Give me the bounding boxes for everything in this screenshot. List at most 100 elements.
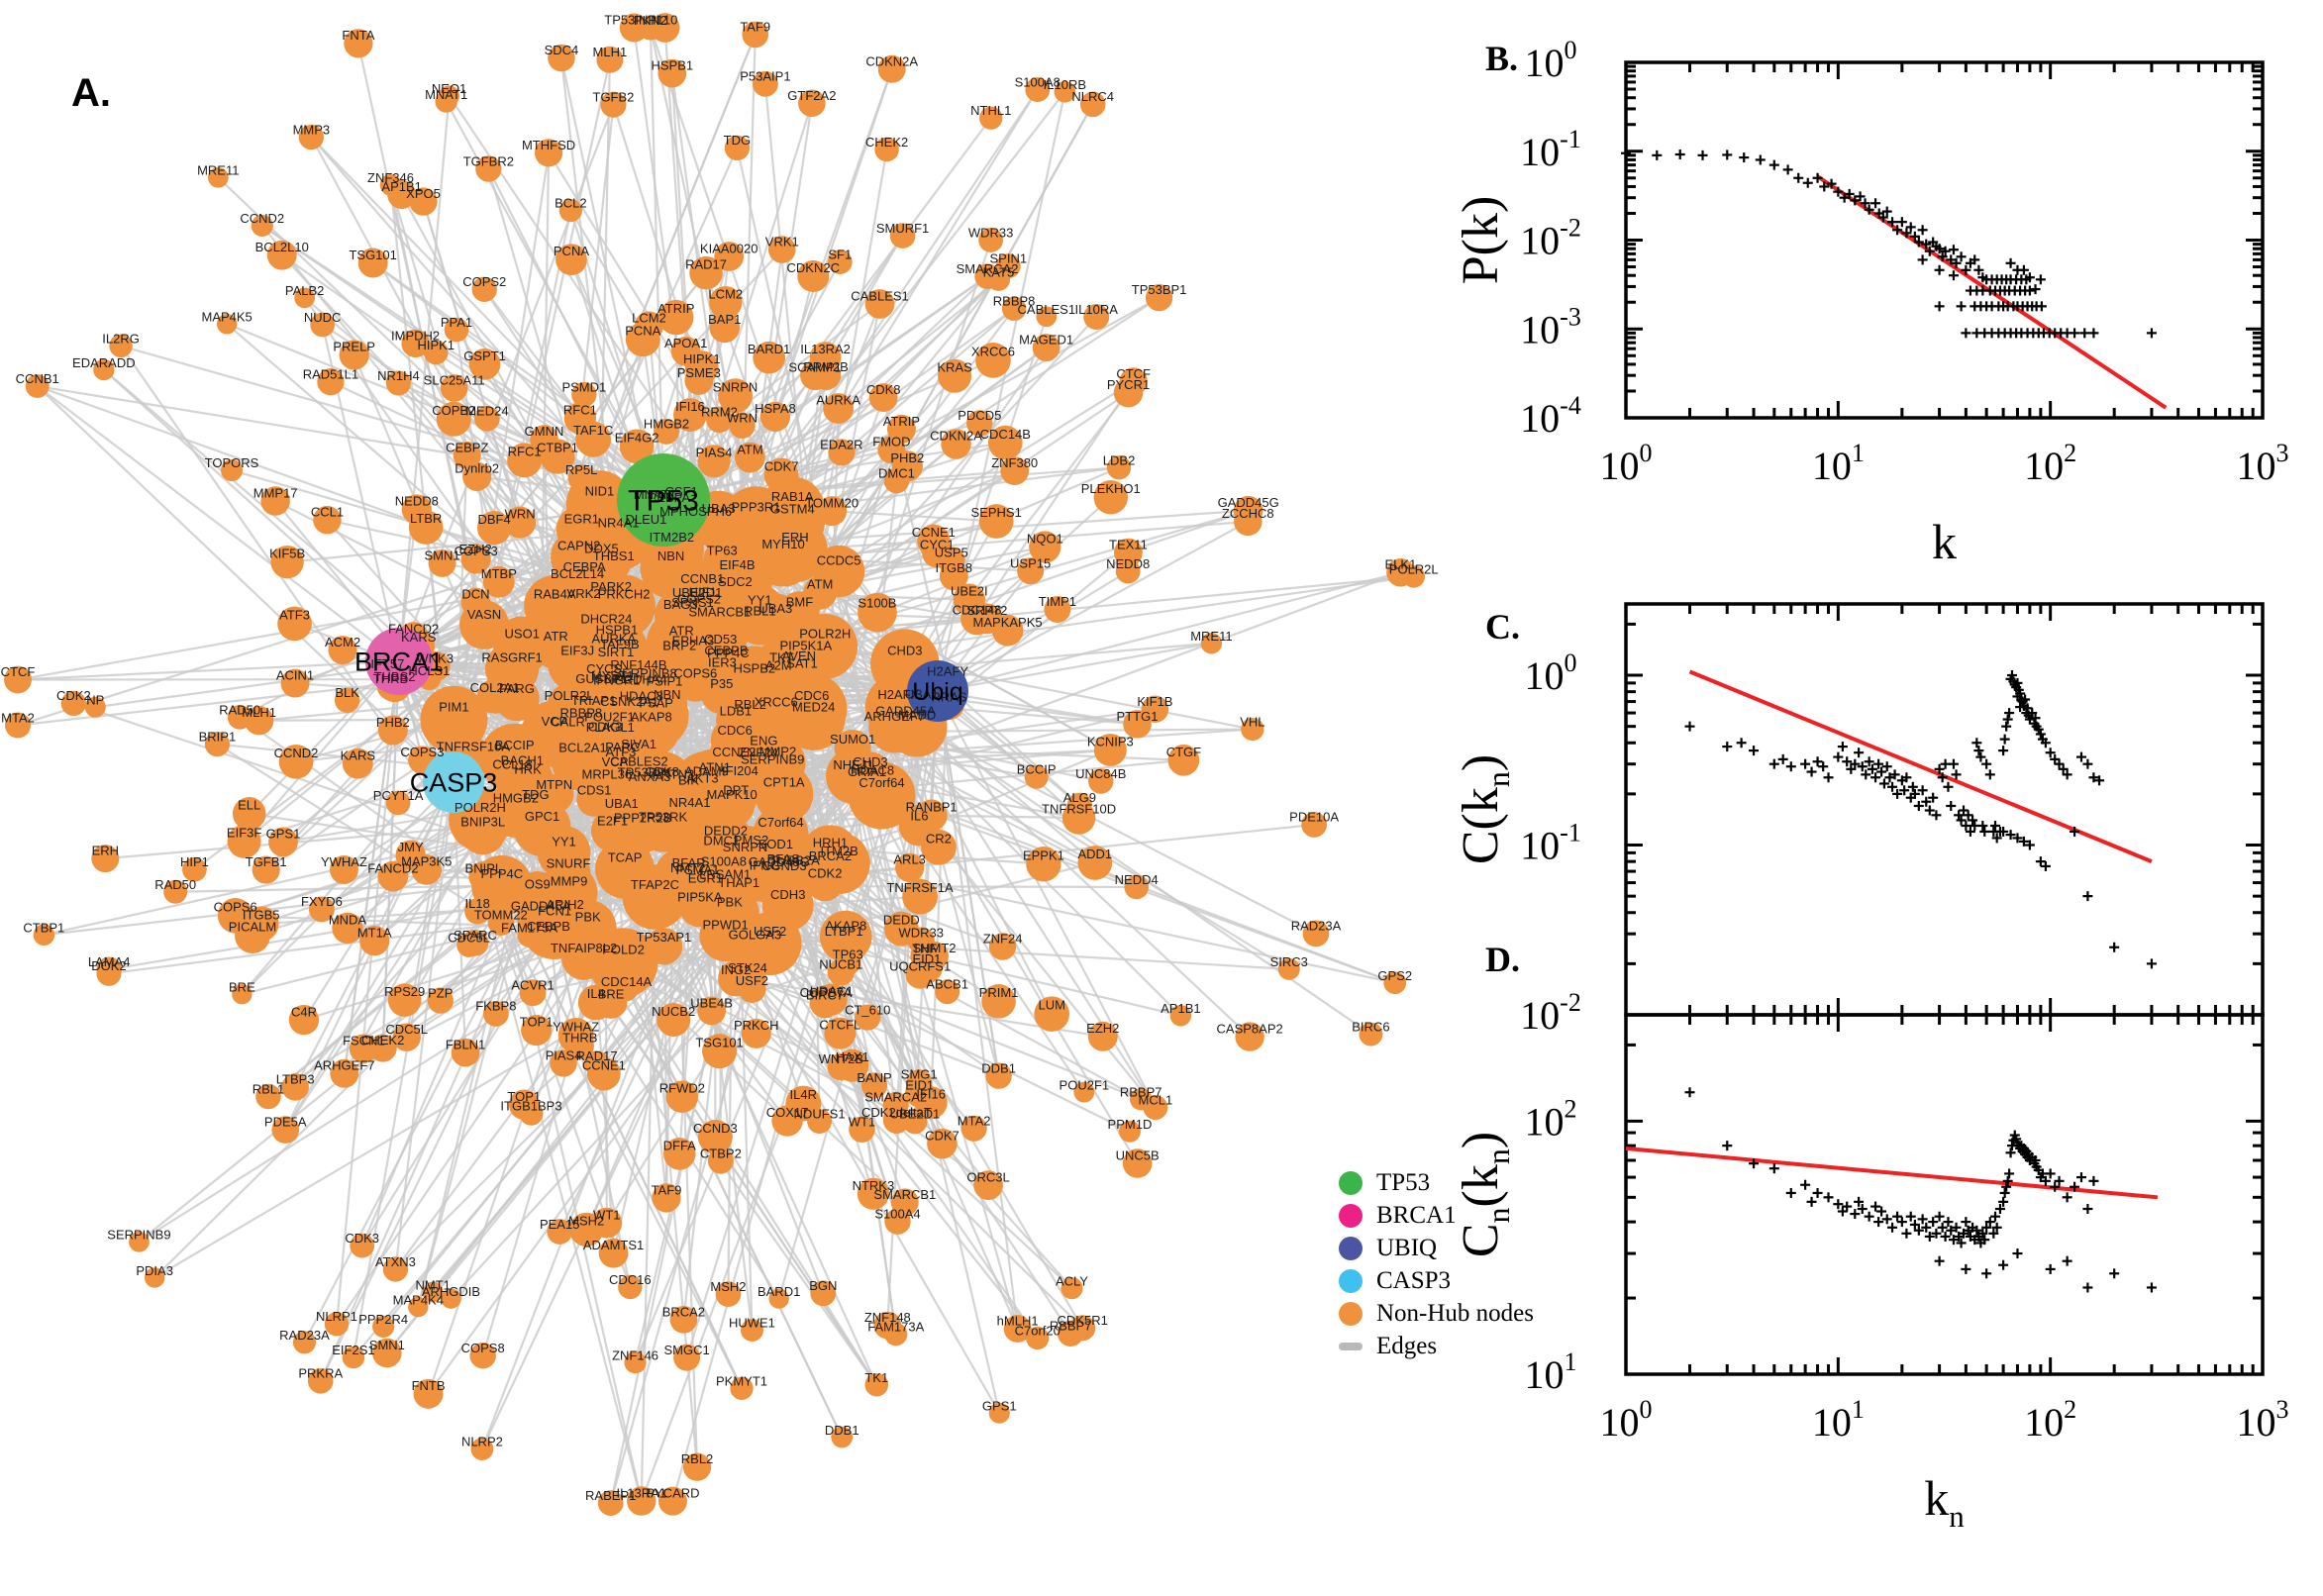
legend-item-casp3: CASP3 xyxy=(1339,1267,1534,1294)
nonhub-node xyxy=(1001,296,1027,322)
tick-label: 100 xyxy=(1600,1395,1653,1445)
network-edge xyxy=(243,660,400,843)
network-legend: TP53 BRCA1 UBIQ CASP3 Non-Hub nodes Edges xyxy=(1339,1169,1534,1359)
nonhub-node xyxy=(985,1062,1012,1089)
network-edge xyxy=(747,975,868,1019)
nonhub-node xyxy=(207,166,229,188)
nonhub-node xyxy=(877,54,906,83)
axis-title: kn xyxy=(1924,1470,1965,1534)
network-edge xyxy=(845,316,1048,938)
nonhub-node xyxy=(129,1231,150,1252)
nonhub-node xyxy=(342,748,373,779)
node-swatch-icon xyxy=(1339,1204,1363,1228)
nonhub-node xyxy=(1145,283,1173,312)
node-swatch-icon xyxy=(1339,1171,1363,1195)
network-edge xyxy=(389,184,455,783)
network-edge xyxy=(397,95,451,662)
legend-label: BRCA1 xyxy=(1376,1202,1457,1229)
network-edge xyxy=(216,743,502,924)
tick-label: 10-2 xyxy=(1520,988,1581,1038)
legend-label: CASP3 xyxy=(1376,1267,1452,1294)
nonhub-node xyxy=(988,933,1017,960)
nonhub-node xyxy=(709,285,743,320)
nonhub-node xyxy=(978,228,1003,252)
nonhub-node xyxy=(25,374,50,398)
tick-label: 102 xyxy=(1525,1094,1577,1144)
nonhub-node xyxy=(507,443,543,478)
nonhub-node xyxy=(278,744,314,779)
nonhub-node xyxy=(392,1023,421,1051)
nonhub-node xyxy=(715,1281,742,1307)
nonhub-node xyxy=(330,1058,359,1088)
tick-label: 100 xyxy=(1600,439,1653,488)
nonhub-node xyxy=(988,1402,1010,1424)
nonhub-node xyxy=(377,715,408,746)
chart-C: 100 10-1 10-2 C(kn) xyxy=(1453,602,2265,1038)
network-edge xyxy=(654,896,878,1386)
network-edge xyxy=(852,775,898,1121)
network-edge xyxy=(303,781,454,1021)
nonhub-node xyxy=(292,1331,316,1354)
fit-line xyxy=(1688,669,2153,863)
axis-title: k xyxy=(1932,514,1957,569)
nonhub-node xyxy=(864,289,895,319)
network-edge xyxy=(394,781,455,1270)
nonhub-node xyxy=(60,690,86,717)
nonhub-node xyxy=(729,412,756,439)
nonhub-node xyxy=(471,276,497,302)
node-swatch-icon xyxy=(1339,1269,1363,1293)
nonhub-node xyxy=(742,21,769,49)
tick-label: 100 xyxy=(1525,648,1577,698)
panel-a-label: A. xyxy=(71,71,111,115)
tick-label: 102 xyxy=(2024,439,2076,488)
nonhub-node xyxy=(428,549,456,577)
network-edge xyxy=(248,660,400,815)
panel-d-label: D. xyxy=(1485,940,1520,979)
network-edge xyxy=(450,975,749,1300)
ppi-network-panel: ZNF24C7orf64USF2LCM2CDC6S100A8GPS1BCCIPC… xyxy=(1,12,1439,1516)
tick-label: 103 xyxy=(2237,439,2289,488)
panel-b-label: B. xyxy=(1485,39,1519,78)
tick-label: 101 xyxy=(1812,1395,1865,1445)
scatter-points xyxy=(1684,670,2157,969)
tick-label: 101 xyxy=(1812,439,1865,488)
tick-label: 10-1 xyxy=(1520,125,1581,174)
scatter-points xyxy=(1621,148,2157,339)
tick-label: 10-1 xyxy=(1520,819,1581,868)
nonhub-node xyxy=(329,855,358,884)
fit-line xyxy=(1625,1146,2159,1200)
nonhub-node xyxy=(474,405,500,432)
legend-item-brca1: BRCA1 xyxy=(1339,1202,1534,1229)
legend-item-non-hub-nodes: Non-Hub nodes xyxy=(1339,1300,1534,1327)
network-edge xyxy=(937,571,1401,693)
network-edge xyxy=(274,500,476,604)
node-swatch-icon xyxy=(1339,1237,1363,1260)
nonhub-node xyxy=(163,879,188,904)
legend-item-tp53: TP53 xyxy=(1339,1169,1534,1196)
tick-label: 103 xyxy=(2237,1395,2289,1445)
panel-c-label: C. xyxy=(1485,607,1520,647)
tick-label: 102 xyxy=(2024,1395,2076,1445)
legend-label: UBIQ xyxy=(1376,1235,1438,1261)
network-edge xyxy=(153,904,789,1279)
legend-label: Edges xyxy=(1376,1333,1438,1359)
nonhub-node xyxy=(657,58,687,88)
nonhub-node xyxy=(697,445,731,478)
axis-title: P(k) xyxy=(1453,196,1509,285)
nonhub-node xyxy=(658,299,694,336)
legend-label: TP53 xyxy=(1376,1169,1431,1196)
legend-item-ubiq: UBIQ xyxy=(1339,1235,1534,1261)
nonhub-node xyxy=(960,1115,987,1142)
network-edge xyxy=(37,385,400,662)
legend-item-edges: Edges xyxy=(1339,1333,1534,1359)
network-edge xyxy=(241,781,454,995)
network-edge xyxy=(17,659,400,681)
network-edge xyxy=(662,422,980,502)
nonhub-node xyxy=(255,1083,281,1110)
edge-swatch-icon xyxy=(1339,1343,1363,1350)
network-edge xyxy=(36,385,454,783)
tick-label: 10-3 xyxy=(1520,302,1581,351)
